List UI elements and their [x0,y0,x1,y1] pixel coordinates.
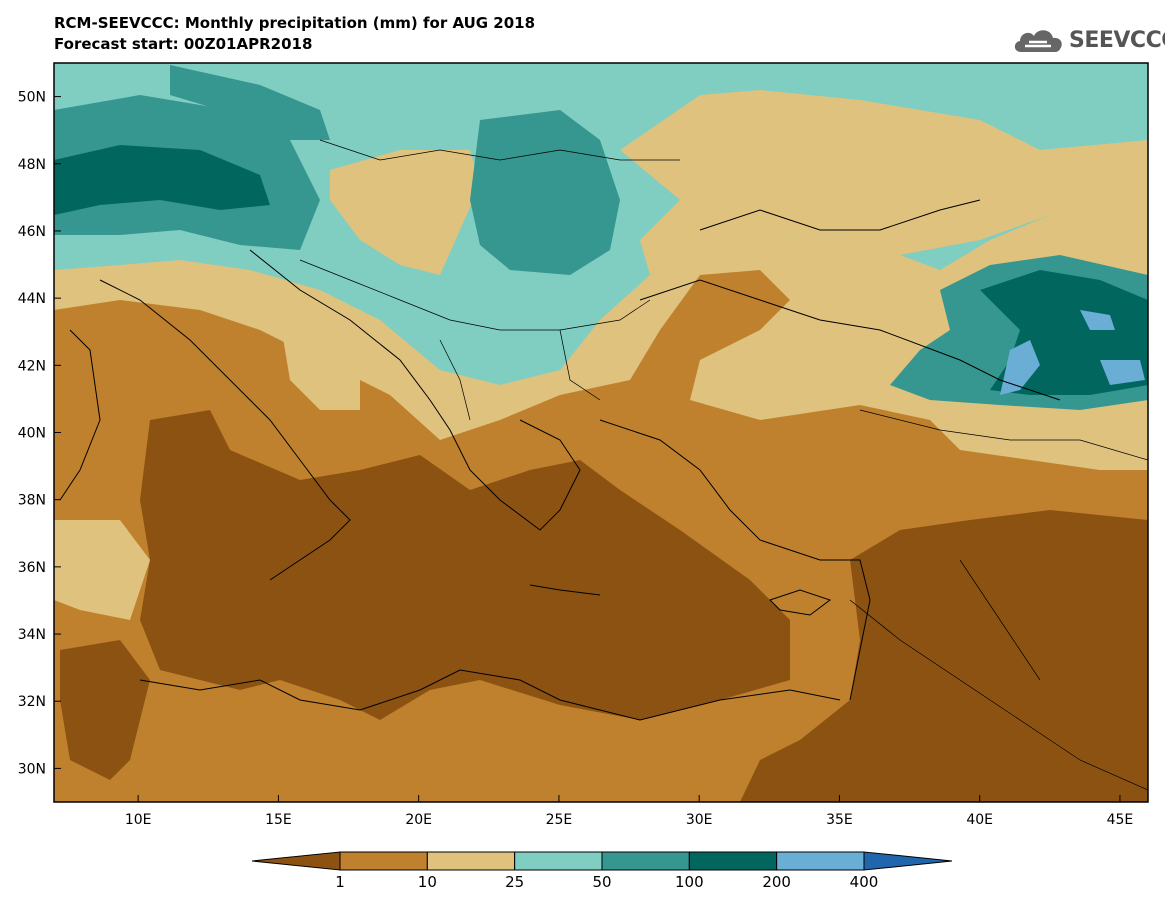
lat-tick-label: 32N [18,694,46,710]
wet-zone-carpathians [470,110,620,275]
lon-tick-label: 30E [686,812,713,828]
lon-tick-label: 25E [546,812,573,828]
arid-zone-mediterranean [140,410,790,720]
arid-zone-middle-east [740,510,1148,802]
colorbar-max-arrow [863,851,953,871]
lat-tick-label: 44N [18,291,46,307]
moderate-zone-tunisia [54,520,150,620]
lon-tick-label: 45E [1107,812,1134,828]
extreme-wet-caucasus-3 [1080,310,1115,330]
extreme-wet-caucasus-2 [1100,360,1145,385]
colorbar-level-label: 200 [762,873,791,891]
logo-text: SEEVCCC [1069,28,1165,53]
very-wet-alps [54,145,270,215]
coastlines [59,199,1061,721]
colorbar-level-label: 1 [335,873,345,891]
lat-tick-label: 38N [18,493,46,509]
colorbar-swatch [776,851,865,871]
colorbar-level-label: 100 [675,873,704,891]
seevccc-logo: SEEVCCC [1011,20,1165,60]
lat-tick-label: 50N [18,90,46,106]
lon-tick-label: 35E [826,812,853,828]
lat-tick-label: 40N [18,426,46,442]
colorbar-swatch [426,851,516,871]
lat-tick-label: 30N [18,761,46,777]
colorbar-swatch [688,851,778,871]
colorbar-level-label: 25 [505,873,525,891]
wet-zone-poland [170,65,330,140]
precipitation-fill [54,63,1148,802]
colorbar [251,851,953,871]
lat-tick-label: 42N [18,358,46,374]
dry-zone-hungary [330,150,480,275]
colorbar-level-label: 400 [849,873,879,891]
moderate-zone-italy [280,320,360,410]
colorbar-swatch [339,851,428,871]
lat-tick-label: 34N [18,627,46,643]
lon-tick-label: 10E [125,812,152,828]
colorbar-level-label: 10 [417,873,437,891]
colorbar-min-arrow [251,851,341,871]
map-axes: 10E 15E 20E 25E 30E 35E 40E 45E 30N 32N 34N 36N 38N 4… [18,90,1134,828]
colorbar-swatch [601,851,690,871]
lat-tick-label: 48N [18,157,46,173]
lon-tick-label: 15E [265,812,292,828]
arid-zone-libya [60,640,150,780]
lon-tick-label: 40E [966,812,993,828]
moderate-zone-anatolia [930,420,1148,470]
dry-zone-ukraine [620,90,1148,275]
extreme-wet-caucasus-1 [1000,340,1040,395]
borders [299,139,1148,791]
cloud-icon [1014,30,1062,52]
dry-zone-baltic [740,100,1000,150]
map-title: RCM-SEEVCCC: Monthly precipitation (mm) … [54,14,536,32]
lon-tick-label: 20E [405,812,432,828]
lat-tick-label: 46N [18,224,46,240]
forecast-start-subtitle: Forecast start: 00Z01APR2018 [54,35,313,53]
lat-tick-label: 36N [18,560,46,576]
colorbar-swatch [514,851,603,871]
colorbar-level-label: 50 [592,873,612,891]
